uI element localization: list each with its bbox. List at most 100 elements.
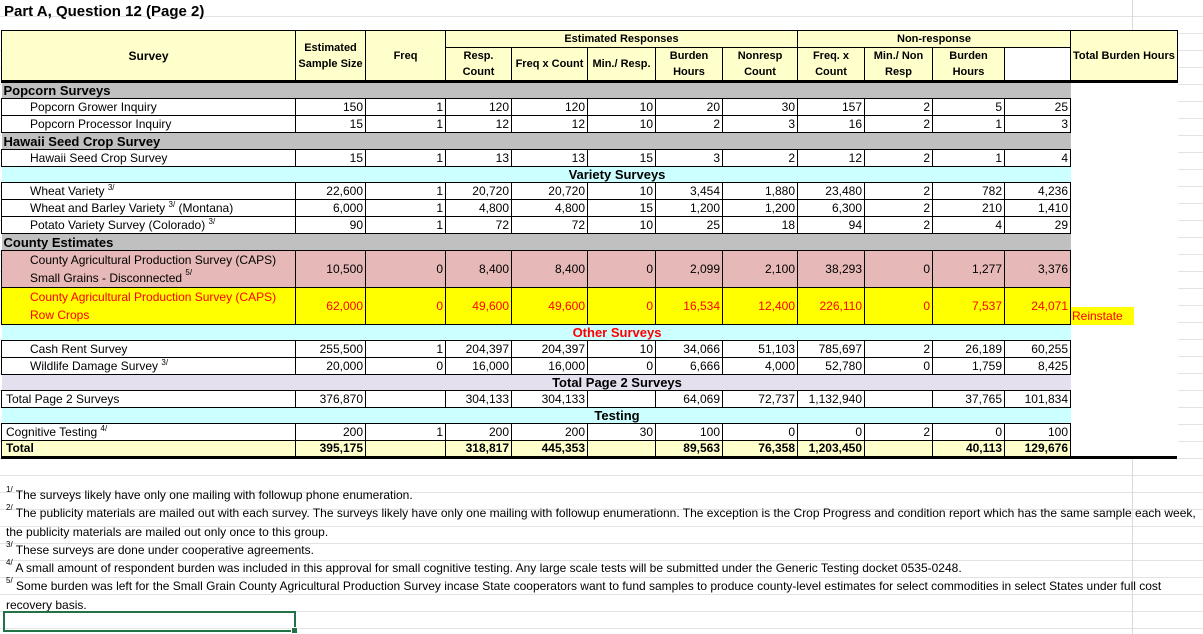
resp-count-cell[interactable]: 318,817: [445, 440, 512, 458]
min-per-nonresp-cell[interactable]: 2: [864, 340, 933, 358]
min-per-nonresp-cell[interactable]: 0: [864, 287, 933, 325]
section-heading[interactable]: County Estimates: [1, 233, 1071, 251]
burden-hours-cell[interactable]: 34,066: [655, 340, 723, 358]
freq-x-count-cell[interactable]: 120: [511, 98, 588, 116]
survey-name-cell[interactable]: Popcorn Processor Inquiry: [1, 115, 296, 133]
burden-hours-cell[interactable]: 64,069: [655, 390, 723, 408]
band-spacer[interactable]: [1, 166, 512, 183]
sample-size-cell[interactable]: 6,000: [295, 199, 366, 217]
nr-burden-hours-cell[interactable]: 40,113: [932, 440, 1005, 458]
burden-hours-cell[interactable]: 3: [655, 149, 723, 167]
min-per-nonresp-cell[interactable]: 2: [864, 182, 933, 200]
nr-freq-x-count-cell[interactable]: 94: [797, 216, 865, 234]
min-per-resp-cell[interactable]: 0: [587, 357, 656, 375]
freq-x-count-cell[interactable]: 200: [511, 423, 588, 441]
freq-cell[interactable]: 1: [365, 216, 446, 234]
nr-freq-x-count-cell[interactable]: 0: [797, 423, 865, 441]
total-burden-hours-cell[interactable]: 1,410: [1004, 199, 1071, 217]
nonresp-count-cell[interactable]: 72,737: [722, 390, 798, 408]
survey-name-cell[interactable]: Wheat Variety 3/: [1, 182, 296, 200]
burden-hours-cell[interactable]: 89,563: [655, 440, 723, 458]
total-burden-hours-cell[interactable]: 25: [1004, 98, 1071, 116]
freq-cell[interactable]: 1: [365, 423, 446, 441]
freq-x-count-cell[interactable]: 16,000: [511, 357, 588, 375]
min-per-resp-cell[interactable]: 0: [587, 287, 656, 325]
freq-cell[interactable]: 0: [365, 250, 446, 288]
total-burden-hours-cell[interactable]: 24,071: [1004, 287, 1071, 325]
freq-cell[interactable]: [365, 390, 446, 408]
min-per-resp-cell[interactable]: 0: [587, 250, 656, 288]
sample-size-cell[interactable]: 10,500: [295, 250, 366, 288]
nr-burden-hours-cell[interactable]: 210: [932, 199, 1005, 217]
burden-hours-cell[interactable]: 16,534: [655, 287, 723, 325]
header-burden-hours[interactable]: Burden Hours: [655, 47, 723, 82]
min-per-resp-cell[interactable]: 15: [587, 149, 656, 167]
reinstate-note[interactable]: Reinstate: [1071, 307, 1134, 325]
resp-count-cell[interactable]: 13: [445, 149, 512, 167]
nr-burden-hours-cell[interactable]: 1: [932, 115, 1005, 133]
nr-burden-hours-cell[interactable]: 1,277: [932, 250, 1005, 288]
survey-name-cell[interactable]: County Agricultural Production Survey (C…: [1, 250, 296, 288]
sample-size-cell[interactable]: 395,175: [295, 440, 366, 458]
survey-name-cell[interactable]: Wildlife Damage Survey 3/: [1, 357, 296, 375]
min-per-resp-cell[interactable]: 10: [587, 216, 656, 234]
nr-burden-hours-cell[interactable]: 37,765: [932, 390, 1005, 408]
band-spacer[interactable]: [722, 407, 1071, 424]
freq-x-count-cell[interactable]: 445,353: [511, 440, 588, 458]
header-freq-x-count[interactable]: Freq x Count: [511, 47, 588, 82]
resp-count-cell[interactable]: 304,133: [445, 390, 512, 408]
resp-count-cell[interactable]: 72: [445, 216, 512, 234]
header-estimated-responses[interactable]: Estimated Responses: [445, 30, 798, 48]
nonresp-count-cell[interactable]: 51,103: [722, 340, 798, 358]
min-per-nonresp-cell[interactable]: 2: [864, 98, 933, 116]
freq-cell[interactable]: 0: [365, 357, 446, 375]
header-nr-freq-x-count[interactable]: Freq. x Count: [797, 47, 865, 82]
resp-count-cell[interactable]: 204,397: [445, 340, 512, 358]
total-burden-hours-cell[interactable]: 8,425: [1004, 357, 1071, 375]
band-heading-cell[interactable]: Other Surveys: [511, 324, 723, 341]
survey-name-cell[interactable]: County Agricultural Production Survey (C…: [1, 287, 296, 325]
section-heading[interactable]: Hawaii Seed Crop Survey: [1, 132, 1071, 150]
header-non-response[interactable]: Non-response: [797, 30, 1071, 48]
nonresp-count-cell[interactable]: 18: [722, 216, 798, 234]
survey-name-cell[interactable]: Cognitive Testing 4/: [1, 423, 296, 441]
freq-x-count-cell[interactable]: 4,800: [511, 199, 588, 217]
header-sample-size[interactable]: Estimated Sample Size: [295, 30, 366, 82]
total-burden-hours-cell[interactable]: 3: [1004, 115, 1071, 133]
survey-name-cell[interactable]: Potato Variety Survey (Colorado) 3/: [1, 216, 296, 234]
resp-count-cell[interactable]: 120: [445, 98, 512, 116]
burden-hours-cell[interactable]: 1,200: [655, 199, 723, 217]
header-survey[interactable]: Survey: [1, 30, 296, 82]
burden-hours-cell[interactable]: 2,099: [655, 250, 723, 288]
nr-burden-hours-cell[interactable]: 26,189: [932, 340, 1005, 358]
nr-burden-hours-cell[interactable]: 782: [932, 182, 1005, 200]
total-burden-hours-cell[interactable]: 60,255: [1004, 340, 1071, 358]
min-per-nonresp-cell[interactable]: 2: [864, 423, 933, 441]
min-per-nonresp-cell[interactable]: [864, 390, 933, 408]
nonresp-count-cell[interactable]: 1,880: [722, 182, 798, 200]
freq-x-count-cell[interactable]: 72: [511, 216, 588, 234]
freq-cell[interactable]: 1: [365, 115, 446, 133]
sample-size-cell[interactable]: 15: [295, 149, 366, 167]
min-per-nonresp-cell[interactable]: 0: [864, 357, 933, 375]
nr-freq-x-count-cell[interactable]: 157: [797, 98, 865, 116]
burden-hours-cell[interactable]: 6,666: [655, 357, 723, 375]
total-burden-hours-cell[interactable]: 4,236: [1004, 182, 1071, 200]
freq-cell[interactable]: 0: [365, 287, 446, 325]
min-per-resp-cell[interactable]: 10: [587, 340, 656, 358]
freq-cell[interactable]: 1: [365, 98, 446, 116]
sample-size-cell[interactable]: 22,600: [295, 182, 366, 200]
band-spacer[interactable]: [1, 407, 512, 424]
nr-freq-x-count-cell[interactable]: 1,203,450: [797, 440, 865, 458]
resp-count-cell[interactable]: 49,600: [445, 287, 512, 325]
min-per-nonresp-cell[interactable]: 0: [864, 250, 933, 288]
sample-size-cell[interactable]: 90: [295, 216, 366, 234]
total-burden-hours-cell[interactable]: 29: [1004, 216, 1071, 234]
nonresp-count-cell[interactable]: 12,400: [722, 287, 798, 325]
freq-x-count-cell[interactable]: 49,600: [511, 287, 588, 325]
header-nonresp-count[interactable]: Nonresp Count: [722, 47, 798, 82]
survey-name-cell[interactable]: Cash Rent Survey: [1, 340, 296, 358]
burden-hours-cell[interactable]: 20: [655, 98, 723, 116]
nr-burden-hours-cell[interactable]: 4: [932, 216, 1005, 234]
nonresp-count-cell[interactable]: 2,100: [722, 250, 798, 288]
